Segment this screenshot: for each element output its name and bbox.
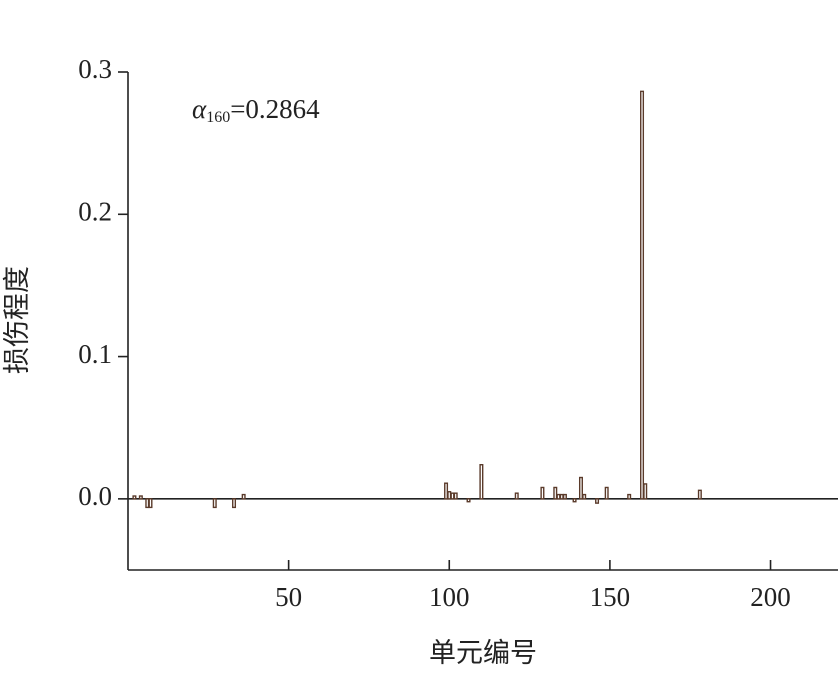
bar [450, 492, 455, 500]
bar [212, 498, 217, 509]
bar [466, 498, 471, 503]
y-tick-label: 0.2 [78, 196, 112, 226]
bar [138, 495, 143, 500]
annotation-subscript: 160 [206, 109, 230, 126]
bar [514, 492, 519, 500]
bar [444, 482, 449, 500]
annotation-symbol: α [192, 94, 207, 124]
bar [232, 498, 237, 509]
annotation: α160=0.2864 [192, 94, 320, 125]
bar [132, 495, 137, 500]
bar [559, 493, 564, 500]
x-tick-label: 50 [275, 582, 302, 612]
bar [582, 493, 587, 500]
bar [627, 493, 632, 500]
y-tick-label: 0.0 [78, 481, 112, 511]
x-tick-label: 200 [750, 582, 791, 612]
bar [572, 498, 577, 503]
bar [479, 464, 484, 500]
bar [145, 498, 150, 509]
bar [643, 483, 648, 500]
annotation-text: =0.2864 [230, 94, 320, 124]
bar [595, 498, 600, 504]
bar [553, 486, 558, 500]
bar [604, 486, 609, 500]
bar [241, 493, 246, 500]
bar [556, 493, 561, 500]
bar [562, 493, 567, 500]
bar [453, 492, 458, 500]
bar [640, 90, 645, 500]
bar [148, 498, 153, 509]
y-tick-label: 0.3 [78, 54, 112, 84]
x-axis-label: 单元编号 [429, 638, 537, 668]
bar [578, 476, 583, 500]
x-tick-label: 100 [429, 582, 470, 612]
bar [540, 486, 545, 500]
bar [447, 491, 452, 500]
y-axis-label: 损伤程度 [2, 266, 32, 374]
x-tick-label: 150 [590, 582, 631, 612]
y-tick-label: 0.1 [78, 339, 112, 369]
bar [697, 489, 702, 500]
